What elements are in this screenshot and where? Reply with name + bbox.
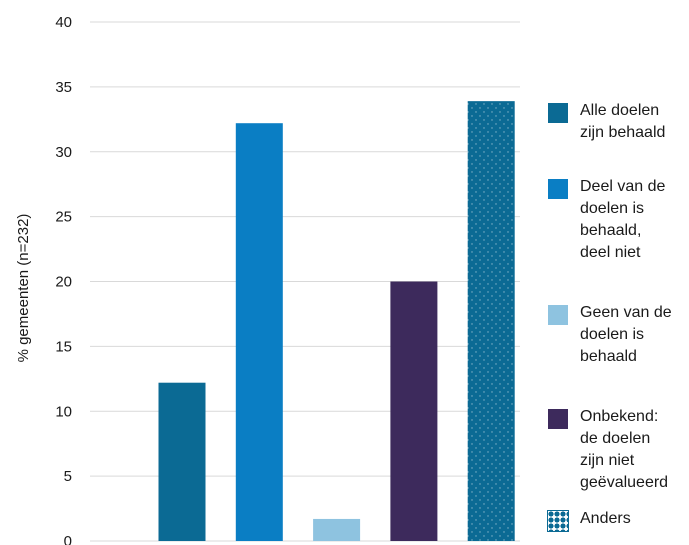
bar-5 <box>467 101 515 542</box>
legend-swatch <box>548 305 568 325</box>
legend-label-line: Anders <box>580 510 631 527</box>
legend-label-line: behaald, <box>580 222 642 239</box>
y-axis-title: % gemeenten (n=232) <box>15 214 32 363</box>
legend-label-line: doelen is <box>580 326 645 343</box>
legend-label: Anders <box>580 508 688 530</box>
legend-item: Onbekend: de doelen zijn niet geëvalueerd <box>548 406 689 494</box>
y-tick-label: 25 <box>55 209 72 226</box>
bar-2 <box>235 123 283 541</box>
bar-3 <box>313 518 361 541</box>
legend-label-line: doelen is <box>580 200 645 217</box>
legend-label-line: zijn niet <box>580 452 635 469</box>
legend-label-line: Deel van de <box>580 178 666 195</box>
legend-item: Geen van de doelen is behaald <box>548 302 689 368</box>
y-tick-label: 5 <box>64 468 72 485</box>
legend-label-line: geëvalueerd <box>580 474 669 491</box>
legend-swatch <box>548 103 568 123</box>
legend-item: Anders <box>547 508 689 532</box>
legend-label-line: de doelen <box>580 430 651 447</box>
legend-item: Alle doelen zijn behaald <box>548 100 689 144</box>
bars <box>158 101 515 542</box>
legend-label: Geen van de doelen is behaald <box>580 302 688 368</box>
legend-swatch <box>548 409 568 429</box>
y-tick-labels: 0 5 10 15 20 25 30 35 40 <box>55 14 72 545</box>
legend-label-line: zijn behaald <box>580 124 666 141</box>
bar-chart: 0 5 10 15 20 25 30 35 40 % gemeenten (n=232) <box>15 14 520 545</box>
y-tick-label: 30 <box>55 144 72 161</box>
bar-1 <box>158 382 206 541</box>
legend-label: Onbekend: de doelen zijn niet geëvalueerd <box>580 406 688 494</box>
legend-label-line: Onbekend: <box>580 408 659 425</box>
legend-label-line: behaald <box>580 348 637 365</box>
legend-label: Alle doelen zijn behaald <box>580 100 688 144</box>
y-tick-label: 15 <box>55 338 72 355</box>
y-tick-label: 10 <box>55 403 72 420</box>
legend-swatch <box>548 179 568 199</box>
y-tick-label: 0 <box>64 533 72 545</box>
legend-swatch <box>547 510 569 532</box>
gridlines <box>90 21 520 542</box>
y-tick-label: 35 <box>55 79 72 96</box>
legend-label-line: Alle doelen <box>580 102 660 119</box>
legend-label-line: deel niet <box>580 244 641 261</box>
y-tick-label: 40 <box>55 14 72 31</box>
legend-item: Deel van de doelen is behaald, deel niet <box>548 176 689 264</box>
legend-label: Deel van de doelen is behaald, deel niet <box>580 176 688 264</box>
y-tick-label: 20 <box>55 274 72 291</box>
legend-label-line: Geen van de <box>580 304 672 321</box>
bar-4 <box>390 281 438 541</box>
